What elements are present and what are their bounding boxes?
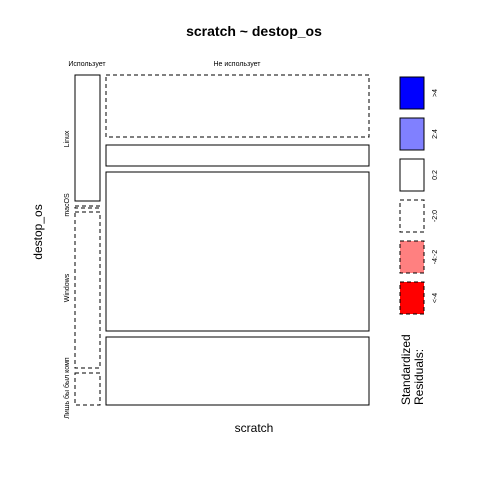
legend-label: -2:0 bbox=[432, 210, 439, 222]
mosaic-cell bbox=[74, 211, 101, 369]
x-category-label-1: Не использует bbox=[214, 61, 262, 68]
y-category-label-1: macOS bbox=[64, 193, 71, 217]
legend-title-line-1: Standardized bbox=[399, 334, 413, 405]
legend-swatch bbox=[399, 158, 425, 192]
legend-swatch bbox=[399, 199, 425, 233]
mosaic-cell bbox=[105, 144, 370, 167]
mosaic-cell bbox=[105, 336, 370, 406]
legend-label: <-4 bbox=[432, 293, 439, 303]
y-category-label-2: Windows bbox=[64, 273, 71, 302]
mosaic-cell bbox=[105, 171, 370, 332]
mosaic-cell bbox=[74, 205, 101, 209]
x-category-label-0: Использует bbox=[68, 61, 106, 68]
legend-swatch bbox=[399, 281, 425, 315]
legend-label: 0:2 bbox=[432, 170, 439, 180]
y-category-labels: Linux macOS Windows Лишь бы был комп bbox=[63, 130, 71, 419]
mosaic-cell bbox=[105, 74, 370, 138]
legend-swatch bbox=[399, 240, 425, 274]
legend-swatch bbox=[399, 117, 425, 151]
y-axis-label: destop_os bbox=[31, 204, 45, 259]
legend-label: 2:4 bbox=[432, 129, 439, 139]
residuals-legend: >4 2:4 0:2 -2:0 -4:-2 <-4 bbox=[399, 76, 439, 315]
y-category-label-0: Linux bbox=[64, 130, 71, 147]
x-axis-label: scratch bbox=[235, 421, 274, 435]
legend-label: -4:-2 bbox=[432, 250, 439, 265]
legend-label: >4 bbox=[432, 89, 439, 97]
mosaic-cell bbox=[74, 372, 101, 406]
legend-title-line-2: Residuals: bbox=[412, 349, 426, 405]
mosaic-cells bbox=[74, 74, 370, 406]
mosaic-cell bbox=[74, 74, 101, 202]
legend-swatch bbox=[399, 76, 425, 110]
y-category-label-3: Лишь бы был комп bbox=[63, 357, 71, 419]
chart-title: scratch ~ destop_os bbox=[186, 23, 322, 39]
